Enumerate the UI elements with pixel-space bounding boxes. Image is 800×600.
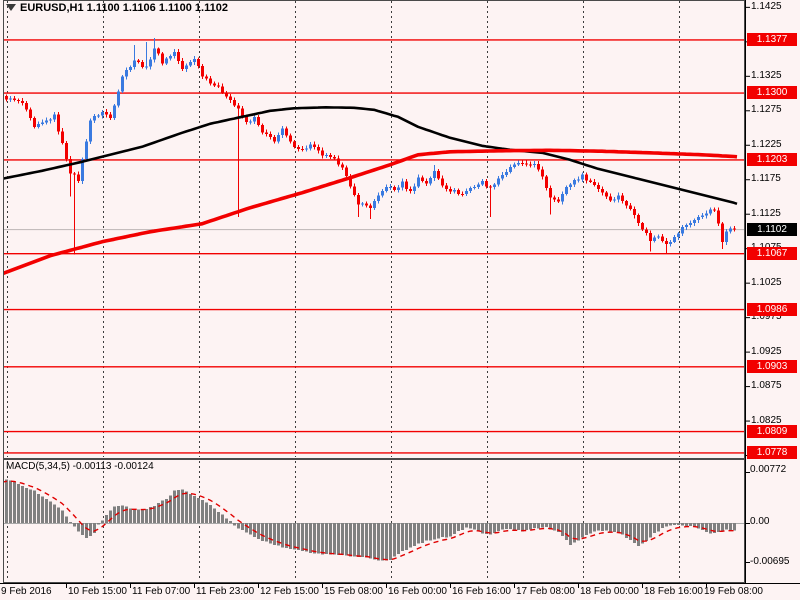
chart-title: EURUSD,H1 1.1100 1.1106 1.1100 1.1102 [20,2,228,14]
time-axis-label: 11 Feb 07:00 [132,586,191,597]
time-axis-label: 16 Feb 00:00 [388,586,447,597]
time-axis-label: 18 Feb 00:00 [580,586,639,597]
time-axis-label: 10 Feb 15:00 [68,586,127,597]
price-axis-label: 1.1125 [751,207,781,219]
price-axis-label: 1.1275 [751,104,782,116]
price-level-label[interactable]: 1.0778 [747,445,797,459]
chart-ohlc-values: 1.1100 1.1106 1.1100 1.1102 [86,2,228,14]
macd-signal-line [4,480,734,561]
price-axis-label: 1.1175 [751,173,781,185]
price-axis-label: 1.0925 [751,345,782,357]
macd-axis-label: 0.00772 [750,464,787,475]
macd-axis-label: -0.00695 [750,556,790,567]
price-level-label[interactable]: 1.1067 [747,246,797,260]
price-level-label[interactable]: 1.0903 [747,359,797,373]
time-axis-label: 18 Feb 16:00 [644,586,703,597]
price-level-lines[interactable] [4,39,744,454]
time-axis-label: 9 Feb 2016 [1,586,52,597]
price-axis-label: 1.1225 [751,138,782,150]
candles-layer [5,37,736,255]
dropdown-triangle-icon[interactable] [6,4,16,11]
macd-histogram [5,479,736,561]
price-axis-label: 1.1325 [751,69,782,81]
price-level-label[interactable]: 1.1377 [747,32,797,46]
time-axis-label: 12 Feb 15:00 [260,586,319,597]
price-level-label[interactable]: 1.1300 [747,86,797,100]
price-level-label[interactable]: 1.0809 [747,424,797,438]
chart-symbol-period: EURUSD,H1 [20,2,84,14]
price-axis-label: 1.0975 [751,311,782,323]
price-axis-label: 1.0875 [751,380,782,392]
price-axis-label: 1.0825 [751,414,782,426]
grid-layer [7,1,680,581]
price-level-label[interactable]: 1.1203 [747,152,797,166]
moving-average-black-line [4,106,738,206]
panel-frames [0,0,800,584]
price-axis-label: 1.1025 [751,276,782,288]
time-axis-label: 16 Feb 16:00 [452,586,511,597]
current-price-label: 1.1102 [747,222,797,236]
time-axis-label: 17 Feb 08:00 [516,586,575,597]
price-axis-label: 1.1425 [751,0,782,12]
moving-average-red-line [4,148,738,275]
macd-indicator-title: MACD(5,34,5) -0.00113 -0.00124 [6,461,154,472]
macd-axis-label: 0.00 [750,516,770,527]
time-axis-label: 15 Feb 08:00 [324,586,383,597]
price-level-label[interactable]: 1.0986 [747,302,797,316]
time-axis-label: 19 Feb 08:00 [704,586,763,597]
time-axis-label: 11 Feb 23:00 [196,586,255,597]
